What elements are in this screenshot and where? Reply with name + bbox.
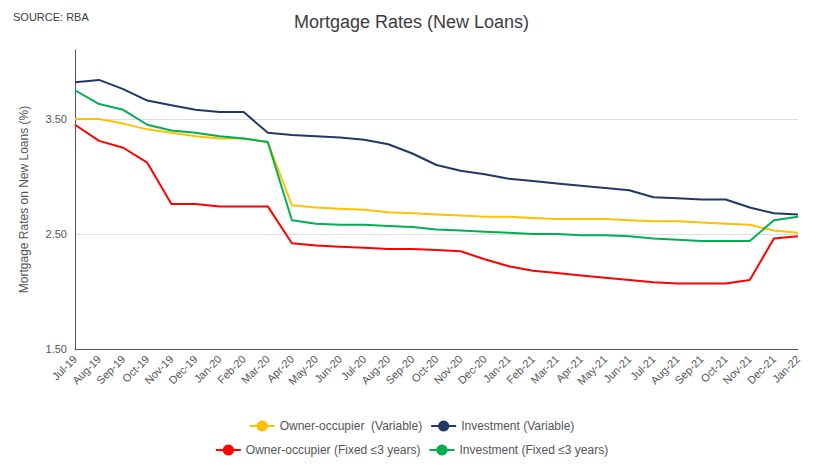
svg-text:Oct-19: Oct-19 xyxy=(119,352,152,385)
svg-text:Jan-21: Jan-21 xyxy=(480,352,513,385)
svg-text:Apr-20: Apr-20 xyxy=(264,352,297,385)
svg-text:Mortgage Rates on New Loans (%: Mortgage Rates on New Loans (%) xyxy=(17,106,31,293)
svg-text:Sep-20: Sep-20 xyxy=(383,353,417,387)
svg-text:Investment (Variable): Investment (Variable) xyxy=(461,419,574,433)
svg-text:Mar-20: Mar-20 xyxy=(239,353,272,386)
svg-text:2.50: 2.50 xyxy=(46,228,67,240)
svg-text:Nov-21: Nov-21 xyxy=(720,352,754,387)
svg-text:Owner-occupier (Fixed ≤3 years: Owner-occupier (Fixed ≤3 years) xyxy=(246,443,421,457)
svg-text:Mar-21: Mar-21 xyxy=(528,353,561,386)
svg-text:May-21: May-21 xyxy=(575,353,609,387)
svg-text:Mortgage Rates (New Loans): Mortgage Rates (New Loans) xyxy=(294,12,529,32)
svg-text:Jan-20: Jan-20 xyxy=(191,352,224,385)
svg-text:Jul-19: Jul-19 xyxy=(49,352,80,383)
svg-text:Jul-20: Jul-20 xyxy=(338,352,369,383)
svg-text:May-20: May-20 xyxy=(286,353,320,387)
svg-text:Nov-19: Nov-19 xyxy=(142,352,176,387)
svg-text:SOURCE: RBA: SOURCE: RBA xyxy=(13,11,89,23)
svg-text:Sep-19: Sep-19 xyxy=(94,353,128,387)
svg-text:Dec-21: Dec-21 xyxy=(745,353,779,387)
svg-text:Jun-21: Jun-21 xyxy=(601,353,633,385)
svg-text:Jun-20: Jun-20 xyxy=(312,353,344,385)
svg-text:Jan-22: Jan-22 xyxy=(770,353,802,385)
svg-text:Jul-21: Jul-21 xyxy=(628,352,658,383)
svg-text:Apr-21: Apr-21 xyxy=(553,352,586,385)
svg-text:3.50: 3.50 xyxy=(46,113,67,125)
svg-text:Oct-20: Oct-20 xyxy=(408,352,441,385)
svg-text:Aug-19: Aug-19 xyxy=(69,352,104,387)
svg-text:Aug-20: Aug-20 xyxy=(359,352,393,387)
svg-text:Feb-21: Feb-21 xyxy=(504,352,538,386)
svg-text:Investment (Fixed ≤3 years): Investment (Fixed ≤3 years) xyxy=(460,443,609,457)
svg-text:1.50: 1.50 xyxy=(46,343,67,355)
svg-text:Nov-20: Nov-20 xyxy=(431,352,465,387)
svg-text:Aug-21: Aug-21 xyxy=(648,352,682,387)
svg-text:Dec-20: Dec-20 xyxy=(455,353,489,387)
svg-text:Sep-21: Sep-21 xyxy=(672,353,706,387)
svg-text:Oct-21: Oct-21 xyxy=(698,352,730,385)
svg-text:Feb-20: Feb-20 xyxy=(214,352,248,386)
svg-text:Dec-19: Dec-19 xyxy=(166,353,200,387)
svg-text:Owner-occupier (Variable): Owner-occupier (Variable) xyxy=(280,419,423,433)
